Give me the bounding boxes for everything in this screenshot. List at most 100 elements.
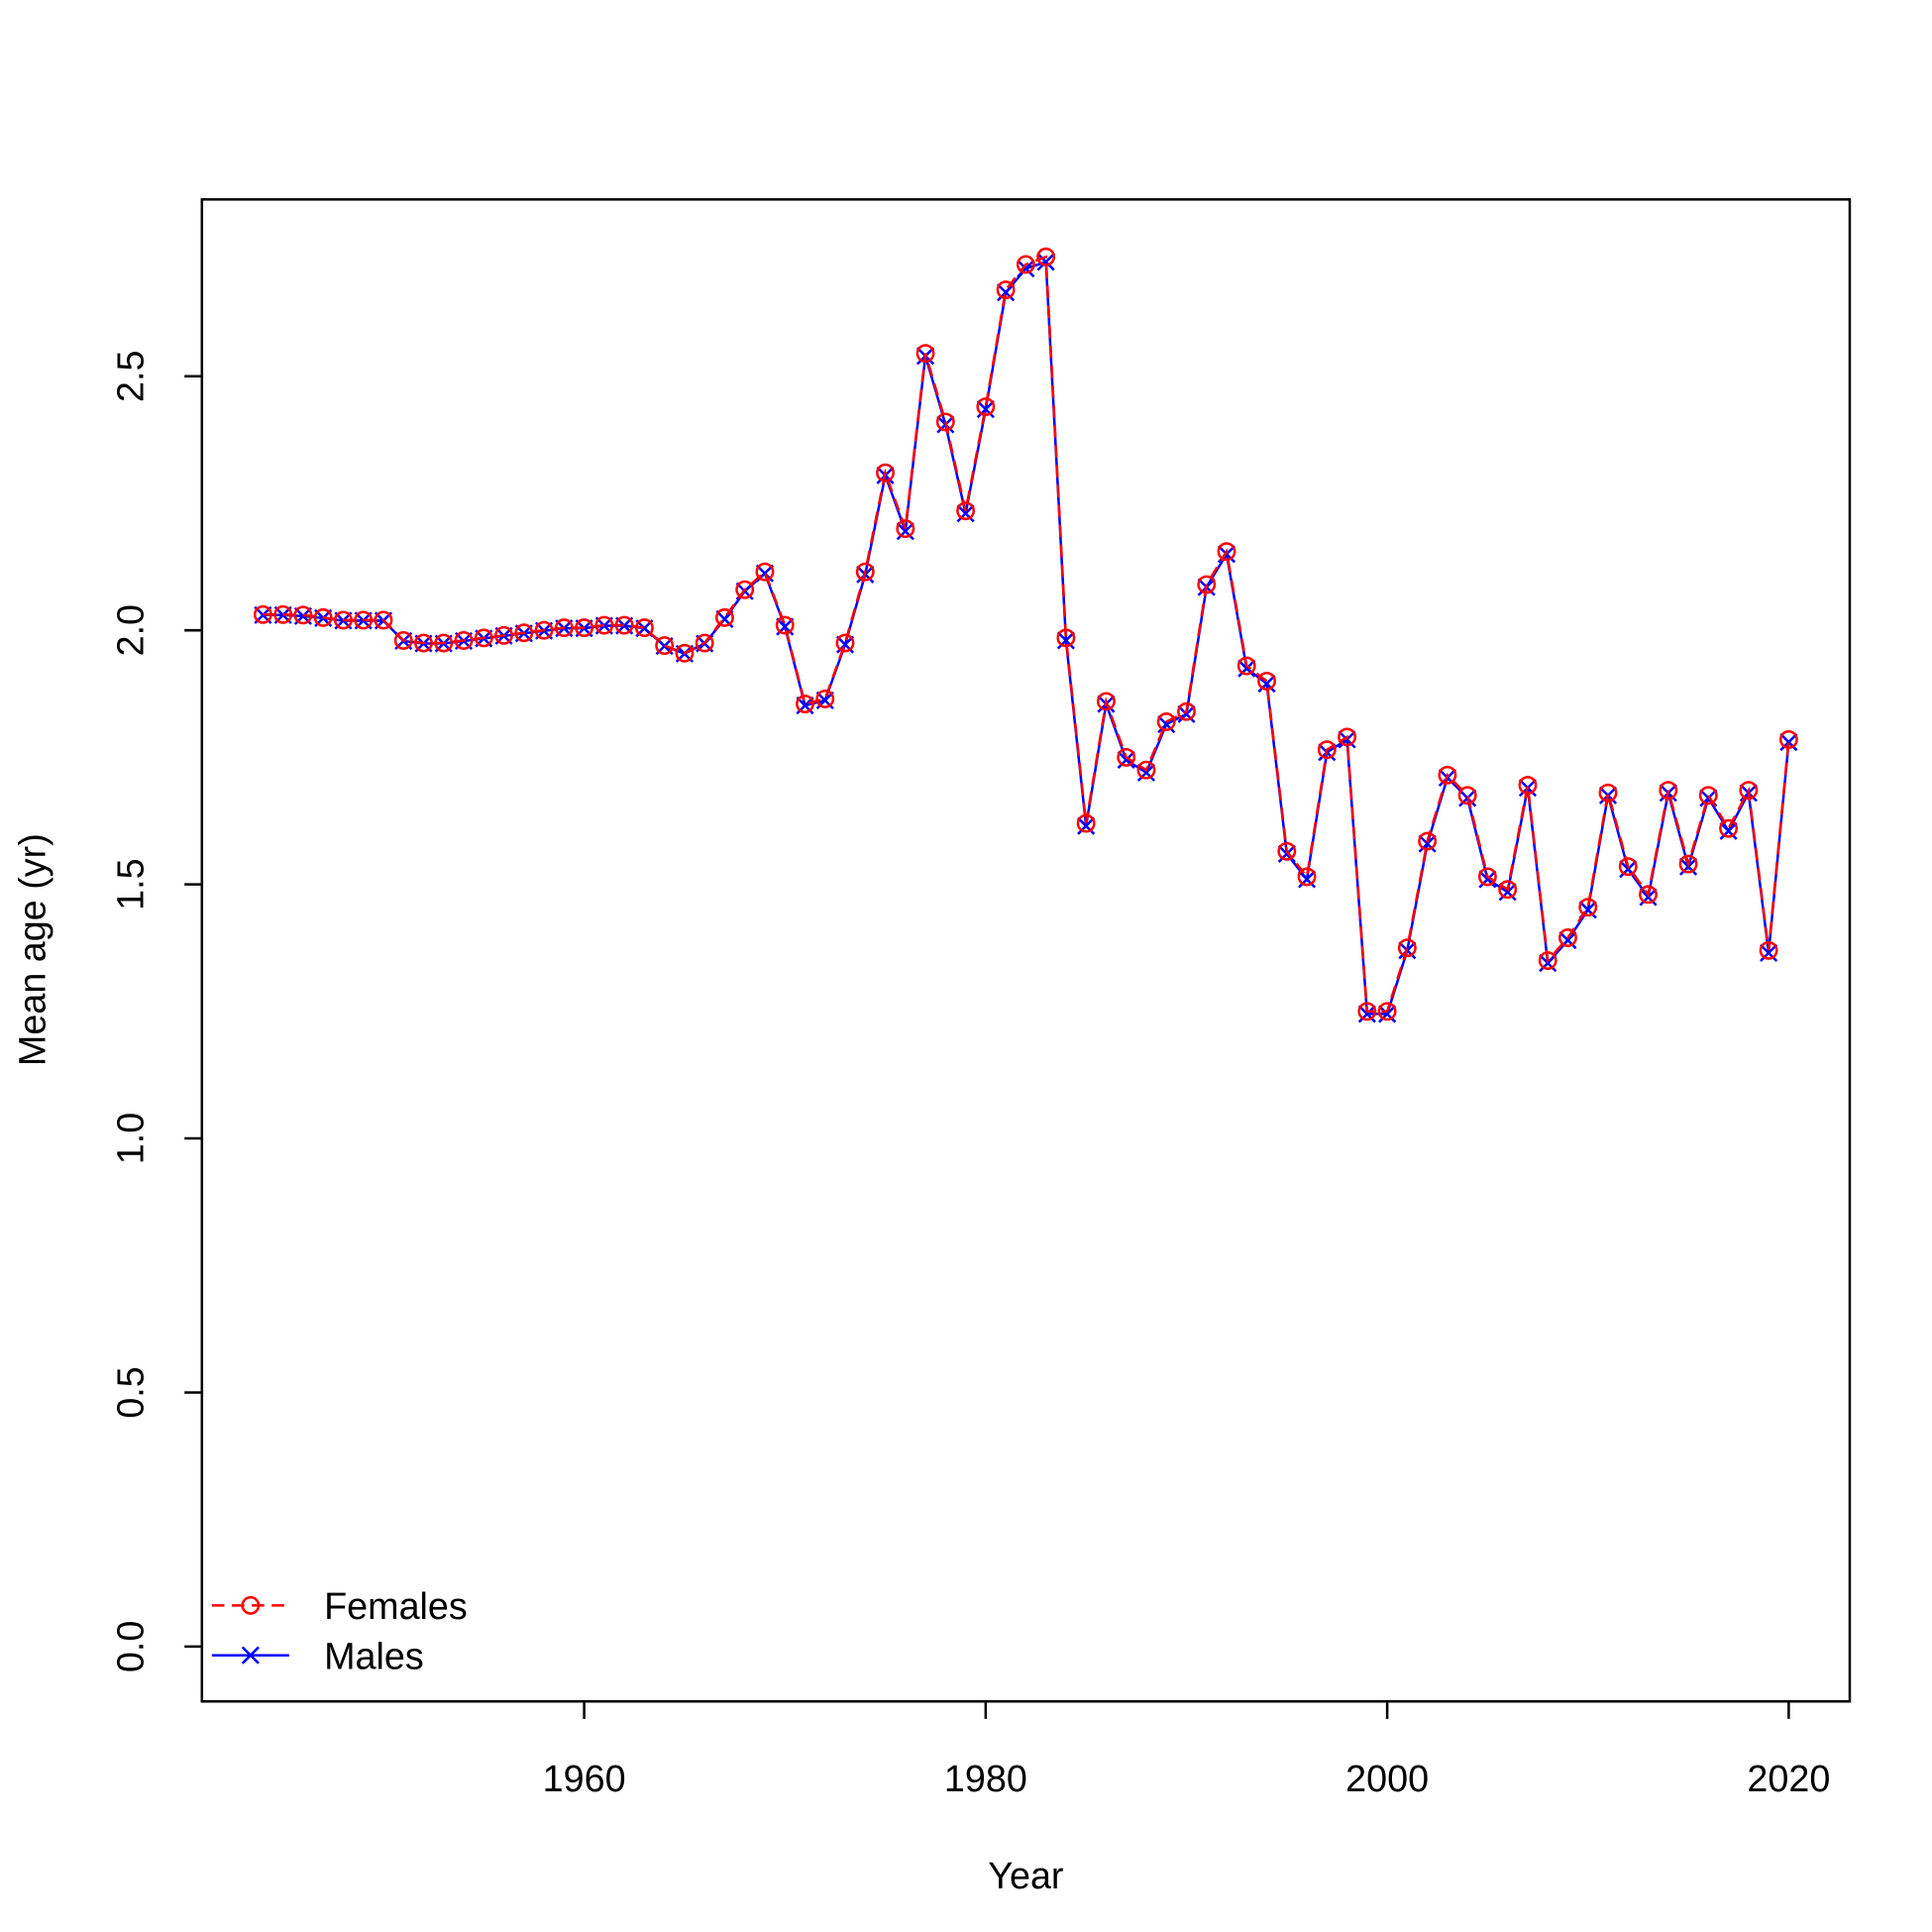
point <box>554 618 574 638</box>
point <box>1598 783 1618 803</box>
point <box>1217 542 1236 562</box>
point <box>534 620 554 640</box>
point <box>1317 740 1337 760</box>
point <box>1016 255 1035 274</box>
point <box>1659 781 1678 801</box>
point <box>735 580 755 599</box>
point <box>1236 656 1256 676</box>
point <box>1457 786 1477 805</box>
point <box>414 633 433 653</box>
point <box>1056 631 1075 650</box>
point <box>634 618 654 638</box>
point <box>1759 940 1778 960</box>
point <box>1357 1002 1377 1021</box>
x-tick-label: 2000 <box>1345 1758 1429 1799</box>
legend-label: Males <box>324 1636 424 1677</box>
point <box>1097 692 1116 711</box>
legend-label: Females <box>324 1585 468 1627</box>
point <box>1036 253 1055 271</box>
point <box>796 695 814 713</box>
point <box>393 631 413 650</box>
point <box>1277 844 1296 863</box>
point <box>1156 712 1176 731</box>
point <box>1418 834 1437 853</box>
point <box>1237 659 1256 678</box>
point <box>1017 259 1035 278</box>
point <box>594 615 614 635</box>
point <box>1117 750 1135 770</box>
series-line <box>263 255 1790 1014</box>
x-tick-label: 2020 <box>1747 1758 1830 1799</box>
point <box>614 615 634 635</box>
point <box>1558 928 1577 947</box>
point <box>454 631 474 650</box>
point <box>1338 727 1357 747</box>
point <box>976 397 996 416</box>
point <box>956 504 975 523</box>
point <box>775 615 795 635</box>
point <box>1778 730 1798 749</box>
point <box>1177 701 1196 721</box>
point <box>253 604 272 624</box>
point <box>1197 575 1217 594</box>
point <box>1739 781 1759 801</box>
point <box>876 463 895 483</box>
point <box>997 283 1016 302</box>
point <box>1760 943 1778 962</box>
point <box>1678 854 1698 874</box>
y-tick-label: 0.5 <box>110 1366 152 1418</box>
point <box>1076 813 1096 833</box>
point <box>1257 672 1276 691</box>
point <box>374 610 393 630</box>
x-tick-label: 1980 <box>944 1758 1027 1799</box>
point <box>956 501 976 521</box>
point <box>1298 870 1317 889</box>
point <box>434 633 454 653</box>
y-tick-label: 1.5 <box>110 858 152 910</box>
point <box>514 623 534 643</box>
point <box>494 625 513 645</box>
point <box>1698 786 1718 805</box>
point <box>896 519 915 539</box>
point <box>474 628 493 648</box>
point <box>1578 898 1598 917</box>
point <box>1538 951 1557 970</box>
plot-frame <box>200 198 1852 1703</box>
legend-marker <box>241 1595 261 1615</box>
point <box>313 607 333 627</box>
point <box>935 412 955 432</box>
point <box>1377 1002 1397 1021</box>
x-axis-label: Year <box>988 1855 1063 1896</box>
point <box>915 344 935 364</box>
point <box>675 643 695 663</box>
y-tick-label: 2.5 <box>110 351 152 402</box>
point <box>855 562 875 582</box>
point <box>1639 888 1658 907</box>
point <box>273 604 293 624</box>
point <box>835 633 855 653</box>
point <box>715 607 734 627</box>
point <box>815 689 835 708</box>
point <box>354 610 374 630</box>
point <box>1357 1005 1376 1023</box>
x-tick-label: 1960 <box>543 1758 626 1799</box>
point <box>334 610 353 630</box>
y-tick-label: 1.0 <box>110 1113 152 1164</box>
point <box>976 400 995 419</box>
point <box>1478 870 1497 889</box>
point <box>1719 821 1738 840</box>
point <box>896 522 914 541</box>
point <box>1418 831 1438 851</box>
y-tick-label: 0.0 <box>110 1621 152 1672</box>
point <box>1498 880 1518 900</box>
point <box>695 633 714 653</box>
point <box>1477 867 1497 887</box>
point <box>1639 885 1658 905</box>
legend-marker <box>241 1646 260 1664</box>
point <box>1438 765 1457 785</box>
point <box>996 280 1016 300</box>
point <box>1297 867 1317 887</box>
point <box>1056 628 1076 648</box>
point <box>1117 747 1136 767</box>
